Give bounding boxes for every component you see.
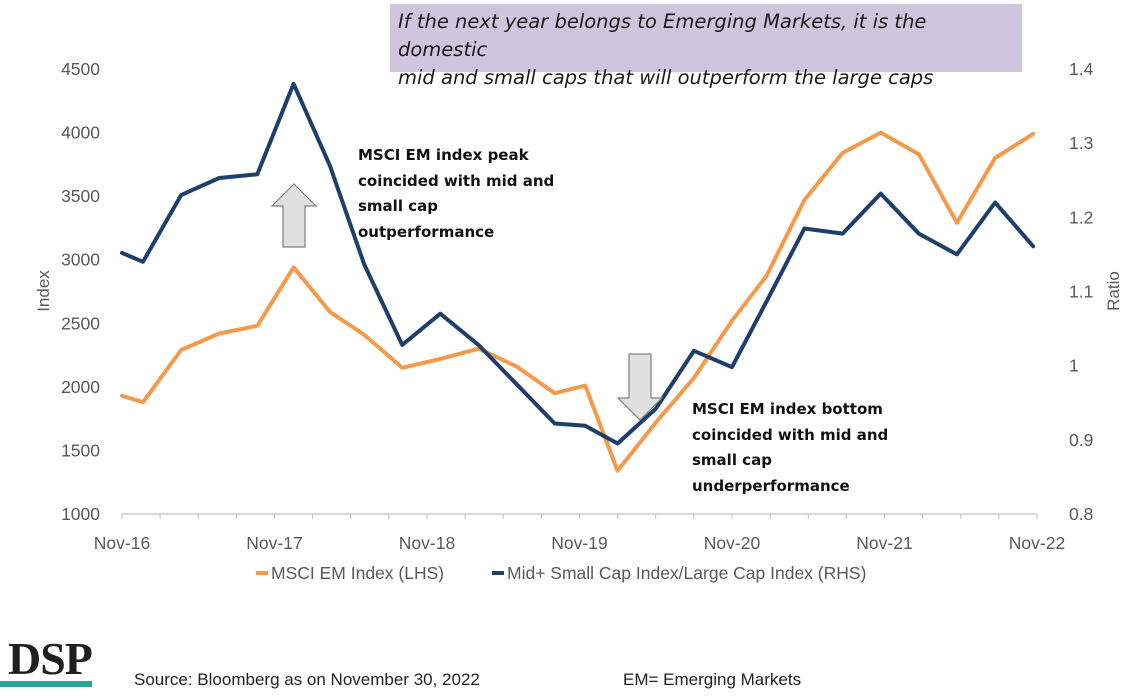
chart-series [120, 81, 1036, 473]
y-right-tick-label: 1 [1069, 356, 1079, 376]
up-arrow-icon [270, 183, 318, 248]
y-left-tick-label: 4000 [61, 123, 100, 143]
annotation-bottom-line: underperformance [692, 476, 850, 495]
y-left-tick-label: 2500 [61, 313, 100, 333]
headline-line-2: mid and small caps that will outperform … [398, 66, 934, 89]
ratio-series-line [120, 81, 1036, 446]
down-arrow-icon [616, 353, 664, 421]
annotation-peak-line: MSCI EM index peak [358, 146, 529, 164]
y-left-tick-label: 2000 [61, 377, 100, 397]
annotation-bottom: MSCI EM index bottom coincided with mid … [692, 397, 922, 499]
annotation-peak: MSCI EM index peak coincided with mid an… [358, 143, 578, 245]
x-tick-label: Nov-20 [704, 533, 761, 553]
annotation-bottom-line: MSCI EM index bottom [692, 400, 883, 418]
annotation-bottom-line: small cap [692, 451, 772, 469]
y-left-tick-label: 3500 [61, 186, 100, 206]
annotation-bottom-line: coincided with mid and [692, 425, 889, 444]
legend-msci-em-label: MSCI EM Index (LHS) [271, 563, 444, 583]
y-right-tick-label: 1.4 [1069, 59, 1094, 79]
x-tick-label: Nov-19 [551, 533, 607, 553]
em-footnote: EM= Emerging Markets [623, 670, 802, 689]
chart-arrows [270, 183, 664, 421]
y-right-tick-label: 1.2 [1069, 207, 1093, 227]
y-left-tick-label: 4500 [61, 59, 100, 79]
headline-line-1: If the next year belongs to Emerging Mar… [398, 10, 927, 61]
x-tick-label: Nov-16 [94, 533, 150, 553]
x-tick-label: Nov-21 [856, 533, 912, 553]
legend-ratio-label: Mid+ Small Cap Index/Large Cap Index (RH… [507, 563, 866, 583]
y-left-axis-title: Index [34, 270, 53, 312]
annotation-peak-line: small cap [358, 197, 438, 215]
source-note: Source: Bloomberg as on November 30, 202… [134, 670, 480, 689]
x-tick-label: Nov-22 [1009, 533, 1065, 553]
annotation-peak-line: coincided with mid and [358, 171, 555, 190]
y-right-tick-label: 1.1 [1069, 282, 1093, 302]
x-tick-label: Nov-18 [399, 533, 455, 553]
chart-legend: MSCI EM Index (LHS) Mid+ Small Cap Index/… [256, 563, 866, 583]
headline-banner: If the next year belongs to Emerging Mar… [390, 4, 1022, 89]
y-left-tick-label: 3000 [61, 250, 100, 270]
y-right-tick-label: 0.9 [1069, 430, 1093, 450]
y-right-tick-label: 1.3 [1069, 133, 1093, 153]
y-right-axis-title: Ratio [1104, 271, 1123, 311]
y-left-tick-label: 1500 [61, 440, 100, 460]
x-tick-label: Nov-17 [246, 533, 302, 553]
logo-underline [0, 681, 92, 687]
msci-em-series-line [120, 130, 1036, 473]
y-left-tick-label: 1000 [61, 504, 100, 524]
chart-axes: Nov-16 Nov-17 Nov-18 Nov-19 Nov-20 Nov-21 Nov-… [34, 59, 1123, 553]
y-right-tick-label: 0.8 [1069, 504, 1093, 524]
annotation-peak-line: outperformance [358, 222, 495, 241]
dsp-logo: DSP [8, 633, 93, 684]
